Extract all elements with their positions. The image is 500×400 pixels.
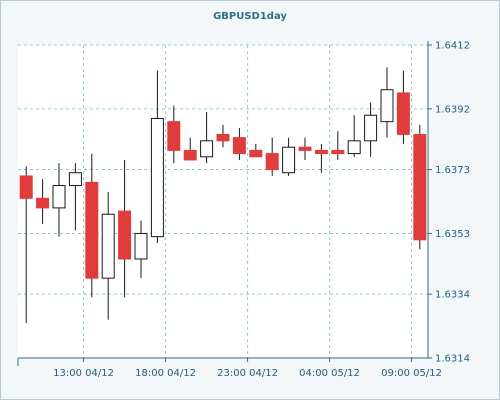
y-tick-label: 1.6353 [435,229,470,240]
candle-body-down [249,149,263,158]
y-tick-label: 1.6334 [435,290,470,301]
candle [298,137,312,160]
candle-body-down [36,197,50,209]
candle-body-down [167,121,181,151]
candle [150,70,164,244]
candle [101,191,115,320]
candle-body-up [200,140,214,158]
candle [364,102,378,157]
candle [347,115,361,157]
candle-body-up [52,185,66,209]
candle-body-up [364,114,378,142]
candle-body-down [232,137,246,155]
candle [85,153,99,298]
x-tick-label: 09:00 05/12 [381,368,442,379]
candle-body-down [396,92,410,135]
candle-body-down [413,133,427,241]
candle-body-down [85,181,99,279]
candle [314,144,328,173]
candle [134,220,148,279]
candle [167,105,181,164]
candle-body-down [118,210,132,260]
x-tick-label: 04:00 05/12 [299,368,360,379]
candle [413,124,427,250]
y-tick-label: 1.6314 [435,354,470,365]
y-tick-label: 1.6392 [435,104,470,115]
candle-body-down [331,149,345,155]
candle [249,144,263,158]
candle-body-up [68,172,82,187]
chart-title: GBPUSD1day [213,11,287,22]
candle [36,179,50,224]
candle-body-down [183,149,197,161]
candle-body-up [282,146,296,174]
candle [232,128,246,160]
candle [265,137,279,176]
candle-body-down [314,149,328,155]
candle [183,137,197,161]
candle-body-up [347,140,361,155]
candle [396,70,410,145]
x-tick-label: 13:00 04/12 [53,368,114,379]
axes: 1.6314 1.6334 1.6353 1.6373 1.6392 1.6412 13:0… [17,41,470,379]
candle [331,131,345,160]
candle [282,137,296,176]
candle [52,163,66,237]
plot-area [18,45,428,358]
y-tick-label: 1.6373 [435,165,470,176]
candle-body-down [265,153,279,171]
candle-body-down [298,146,312,151]
y-tick-label: 1.6412 [435,41,470,52]
candle-body-down [19,175,33,199]
candle-body-up [150,117,164,238]
candle-body-up [134,232,148,260]
candle [380,67,394,138]
candle [200,112,214,164]
candles [19,67,427,323]
x-tick-label: 18:00 04/12 [135,368,196,379]
candle [216,124,230,148]
candle [68,163,82,231]
x-tick-label: 23:00 04/12 [217,368,278,379]
candle [19,166,33,323]
candle-body-down [216,133,230,142]
candle-body-up [101,213,115,279]
candle-body-up [380,89,394,123]
candle [118,159,132,298]
